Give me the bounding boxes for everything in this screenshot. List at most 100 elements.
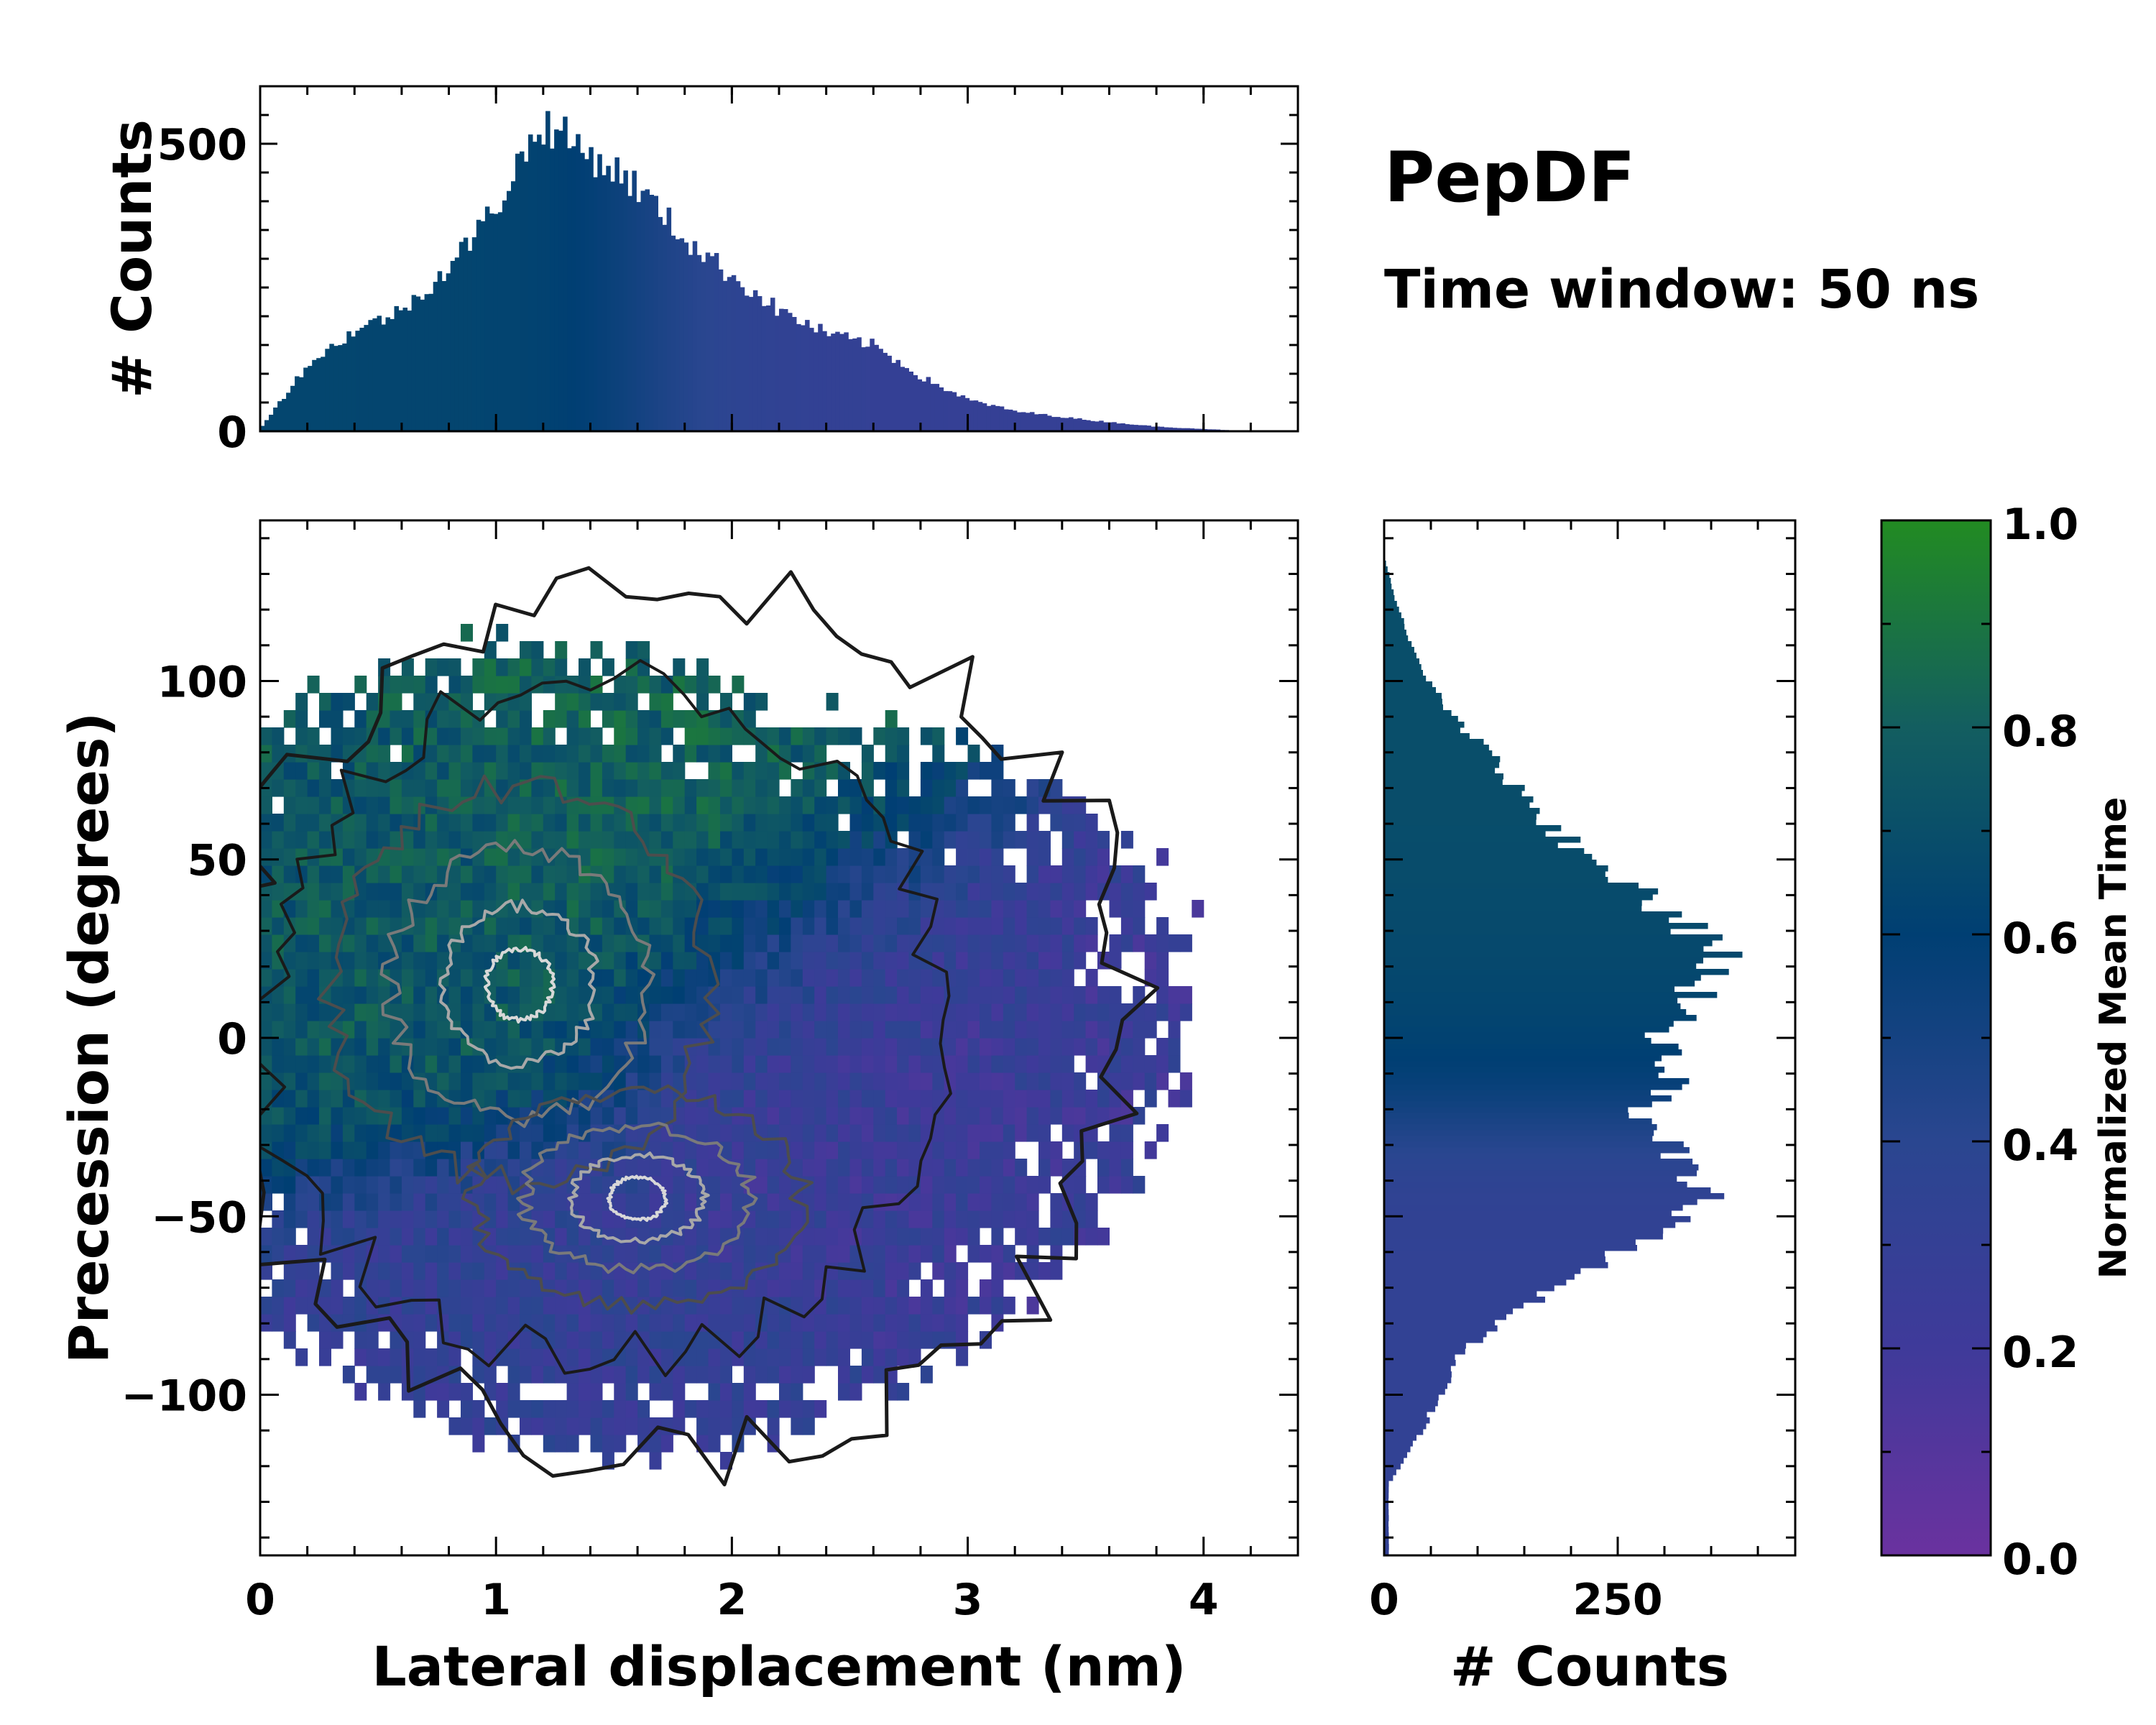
heatmap-cell — [826, 1107, 839, 1125]
heatmap-cell — [873, 1003, 886, 1021]
heatmap-cell — [590, 641, 603, 659]
heatmap-cell — [496, 1107, 509, 1125]
heatmap-cell — [461, 1417, 473, 1435]
heatmap-cell — [897, 1383, 910, 1401]
heatmap-cell — [1003, 1210, 1015, 1228]
top-histogram-bar — [273, 408, 278, 431]
top-histogram-bar — [394, 305, 399, 431]
heatmap-cell — [295, 934, 308, 952]
heatmap-cell — [991, 865, 1004, 883]
heatmap-cell — [660, 1210, 673, 1228]
heatmap-cell — [484, 1366, 497, 1384]
heatmap-cell — [696, 1003, 709, 1021]
heatmap-cell — [555, 676, 568, 694]
top-histogram-bar — [1138, 425, 1143, 431]
heatmap-cell — [885, 1159, 898, 1177]
heatmap-cell — [484, 1297, 497, 1315]
heatmap-cell — [720, 1383, 732, 1401]
heatmap-cell — [956, 1038, 969, 1056]
heatmap-cell — [448, 727, 461, 745]
heatmap-cell — [579, 658, 591, 676]
heatmap-cell — [708, 1348, 721, 1366]
heatmap-cell — [342, 1262, 355, 1280]
top-histogram-bar — [761, 305, 767, 431]
heatmap-cell — [1061, 865, 1074, 883]
heatmap-cell — [1074, 831, 1087, 849]
heatmap-cell — [967, 1141, 980, 1159]
top-histogram-bar — [1172, 428, 1177, 431]
heatmap-cell — [637, 1072, 650, 1090]
heatmap-cell — [649, 1348, 662, 1366]
heatmap-cell — [673, 1245, 686, 1263]
heatmap-cell — [826, 814, 839, 832]
heatmap-cell — [743, 1348, 756, 1366]
heatmap-cell — [696, 969, 709, 987]
right-histogram-bar — [1384, 1147, 1690, 1154]
heatmap-cell — [366, 865, 379, 883]
right-histogram-bar — [1384, 1371, 1452, 1378]
heatmap-cell — [908, 796, 921, 814]
heatmap-cell — [802, 1417, 815, 1435]
heatmap-cell — [732, 952, 745, 970]
heatmap-cell — [331, 917, 344, 935]
heatmap-cell — [732, 1141, 745, 1159]
heatmap-cell — [802, 1314, 815, 1332]
heatmap-cell — [920, 1245, 933, 1263]
heatmap-cell — [520, 1348, 532, 1366]
heatmap-cell — [283, 1297, 296, 1315]
heatmap-cell — [649, 745, 662, 763]
heatmap-cell — [295, 1348, 308, 1366]
heatmap-cell — [260, 727, 272, 745]
heatmap-cell — [543, 1072, 556, 1090]
heatmap-cell — [413, 1262, 426, 1280]
heatmap-cell — [932, 1055, 945, 1073]
heatmap-cell — [897, 1003, 910, 1021]
heatmap-cell — [496, 1331, 509, 1349]
right-histogram-bar — [1384, 727, 1460, 734]
heatmap-cell — [543, 762, 556, 780]
heatmap-cell — [401, 727, 414, 745]
top-histogram-bar — [740, 287, 745, 431]
top-histogram-bar — [1095, 421, 1100, 431]
heatmap-cell — [849, 1021, 862, 1039]
heatmap-cell — [849, 952, 862, 970]
heatmap-cell — [743, 952, 756, 970]
heatmap-cell — [1003, 934, 1015, 952]
heatmap-cell — [366, 796, 379, 814]
heatmap-cell — [684, 900, 697, 918]
heatmap-cell — [472, 865, 485, 883]
heatmap-cell — [602, 831, 614, 849]
heatmap-cell — [956, 814, 969, 832]
heatmap-cell — [461, 779, 473, 797]
heatmap-cell — [861, 1366, 874, 1384]
heatmap-cell — [496, 658, 509, 676]
heatmap-cell — [437, 1176, 450, 1194]
heatmap-cell — [590, 1107, 603, 1125]
heatmap-cell — [720, 934, 732, 952]
heatmap-cell — [944, 831, 957, 849]
right-histogram-bar — [1384, 1084, 1682, 1090]
heatmap-cell — [461, 676, 473, 694]
heatmap-cell — [555, 1435, 568, 1453]
heatmap-cell — [1015, 969, 1028, 987]
heatmap-cell — [366, 1159, 379, 1177]
heatmap-cell — [1097, 848, 1110, 866]
heatmap-cell — [472, 1245, 485, 1263]
heatmap-cell — [991, 952, 1004, 970]
heatmap-cell — [1038, 1038, 1051, 1056]
heatmap-cell — [602, 1055, 614, 1073]
heatmap-cell — [849, 1003, 862, 1021]
heatmap-cell — [342, 969, 355, 987]
heatmap-cell — [602, 1107, 614, 1125]
y-tick-label: 50 — [188, 836, 248, 886]
heatmap-cell — [378, 1383, 391, 1401]
heatmap-cell — [932, 1090, 945, 1108]
heatmap-cell — [295, 1072, 308, 1090]
heatmap-cell — [331, 986, 344, 1004]
top-histogram-bar — [822, 331, 827, 431]
heatmap-cell — [260, 1038, 272, 1056]
top-histogram-bar — [1016, 412, 1022, 431]
heatmap-cell — [1061, 1072, 1074, 1090]
right-histogram-bar — [1384, 1469, 1396, 1476]
heatmap-cell — [649, 779, 662, 797]
